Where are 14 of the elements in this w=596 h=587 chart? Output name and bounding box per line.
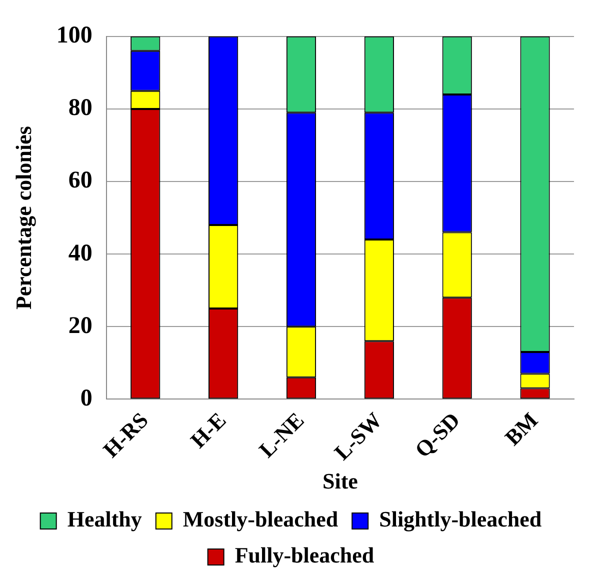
legend-label: Healthy	[67, 506, 142, 532]
x-axis-title: Site	[322, 468, 358, 494]
legend-label: Fully-bleached	[234, 542, 374, 568]
y-axis-title: Percentage colonies	[10, 126, 36, 310]
y-tick-label: 20	[68, 312, 92, 339]
x-tick-label: BM	[500, 407, 543, 450]
legend-label: Mostly-bleached	[182, 506, 338, 532]
legend-label: Slightly-bleached	[379, 506, 542, 532]
y-tick-label: 100	[56, 22, 92, 49]
y-tick-label: 40	[68, 240, 92, 266]
y-tick-label: 0	[80, 385, 92, 412]
y-tick-label: 80	[68, 95, 92, 122]
x-tick-label: H-E	[186, 407, 231, 453]
y-tick-label: 60	[68, 168, 92, 194]
